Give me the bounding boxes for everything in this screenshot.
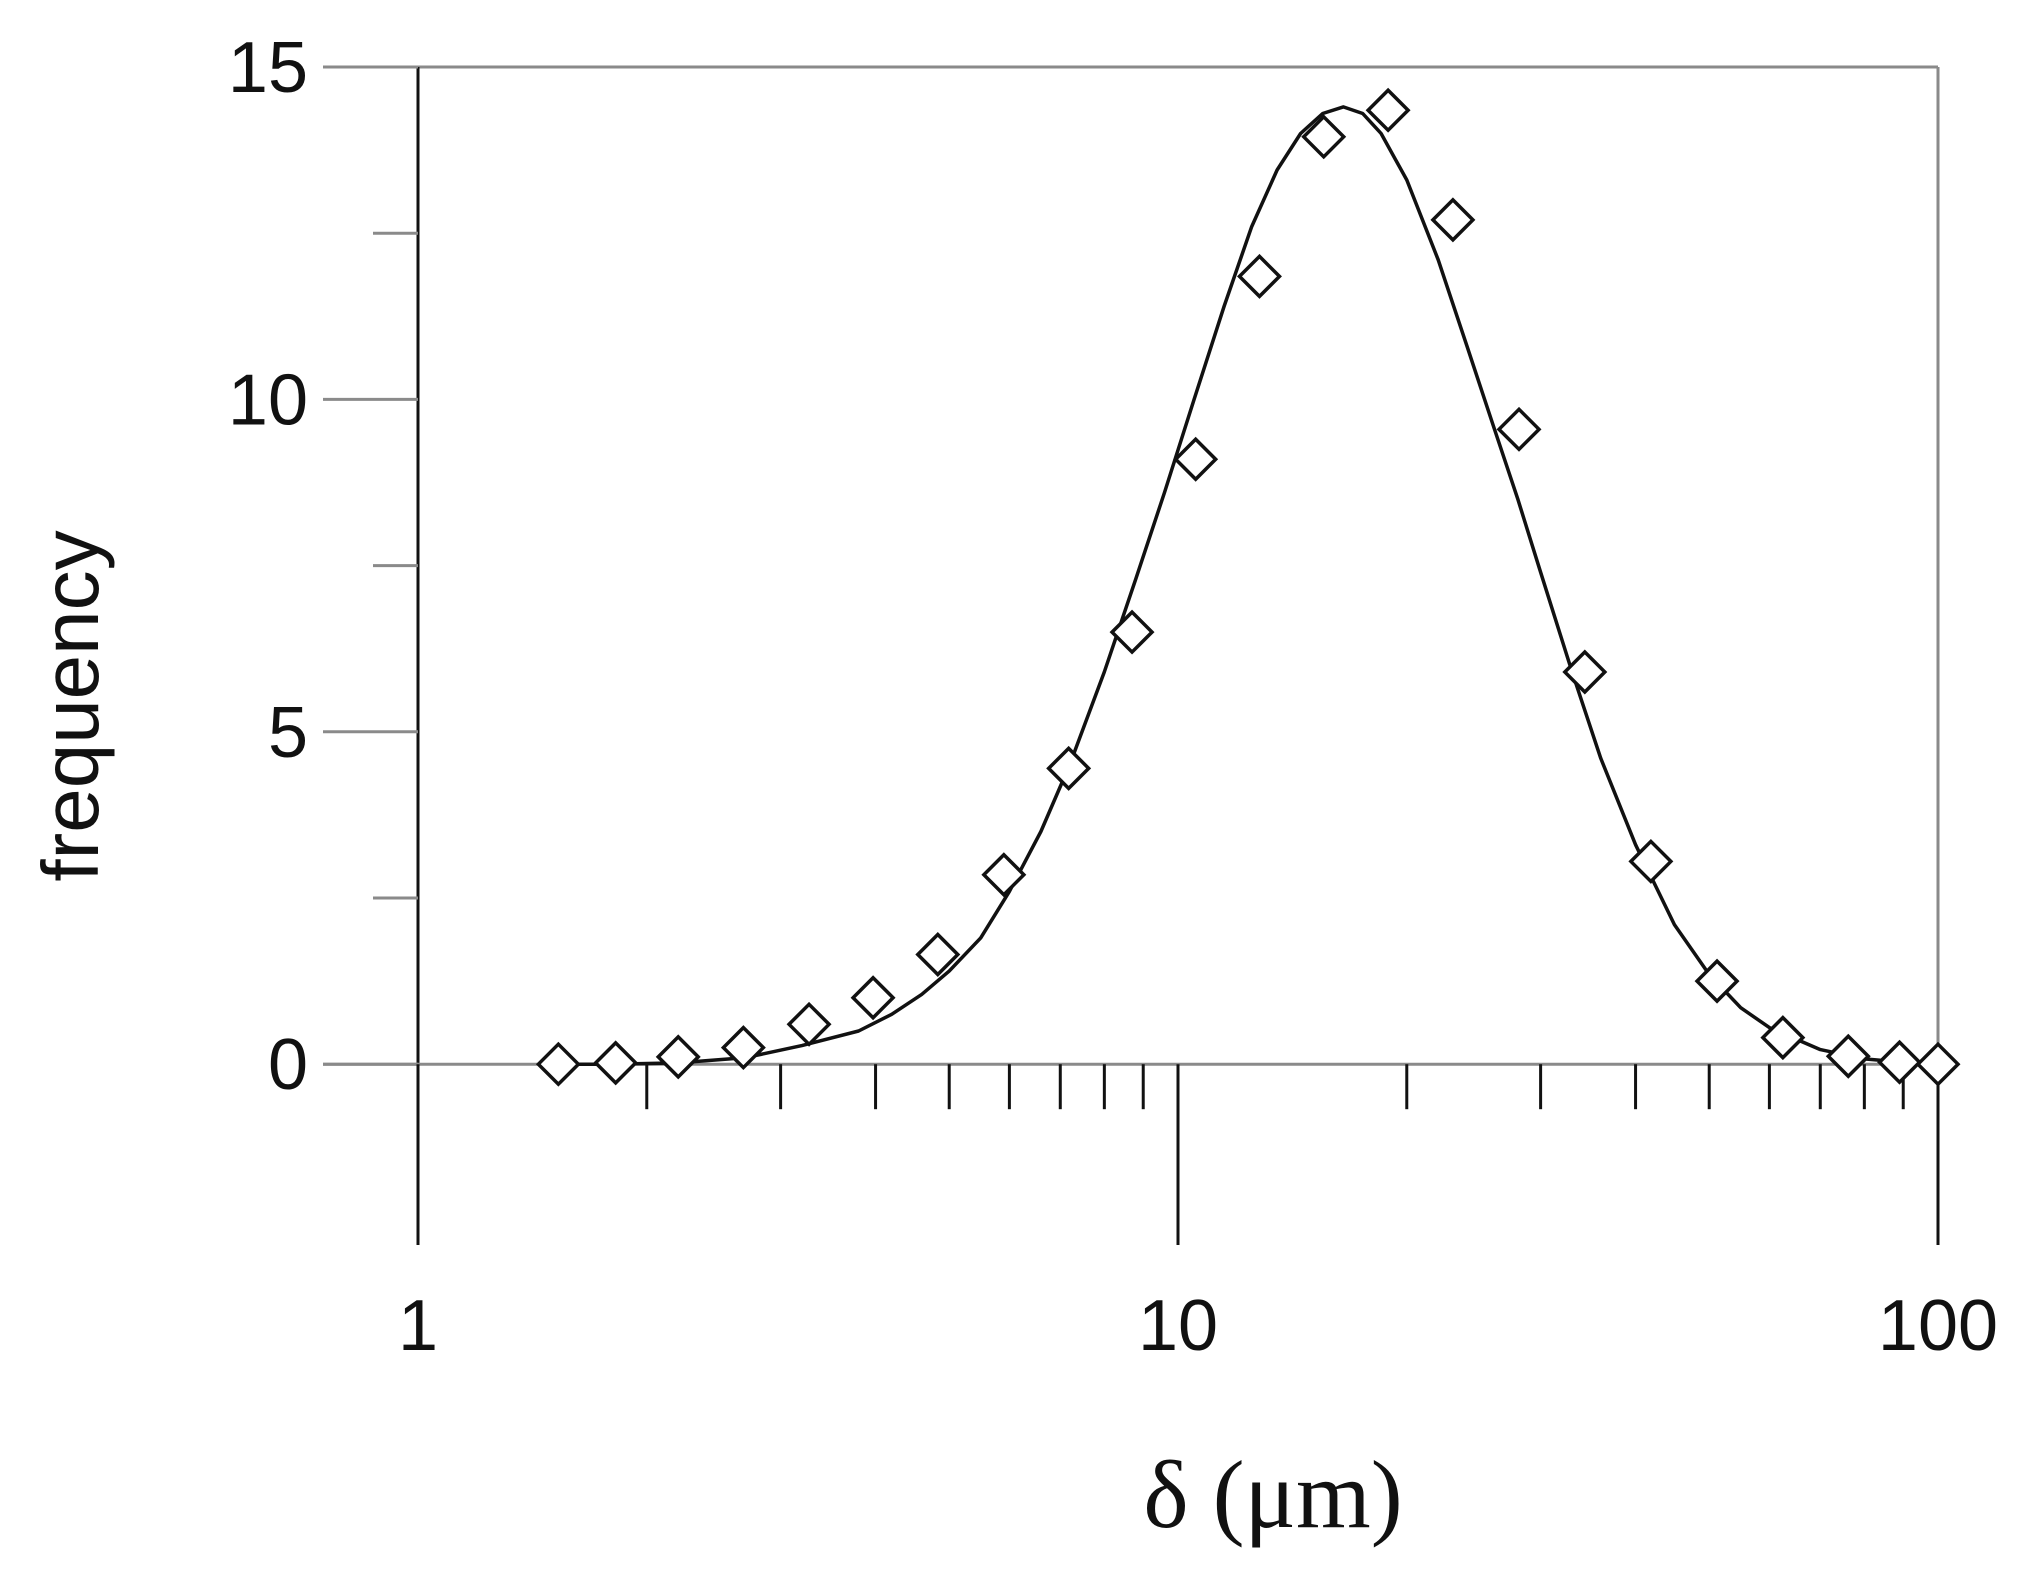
data-point-diamond	[655, 1034, 701, 1080]
y-tick-label: 0	[268, 1025, 308, 1105]
data-point-diamond	[1628, 838, 1674, 884]
data-point-diamond	[1173, 436, 1219, 482]
data-point-diamond	[1877, 1039, 1923, 1085]
data-point-diamond	[786, 1001, 832, 1047]
data-point-diamond	[1915, 1041, 1961, 1087]
data-point-diamond	[1365, 87, 1411, 133]
data-point-diamond	[1430, 197, 1476, 243]
data-point-diamond	[720, 1025, 766, 1071]
fit-curve-line	[551, 105, 1939, 1066]
data-point-diamond	[1301, 114, 1347, 160]
y-tick-label: 5	[268, 693, 308, 773]
data-point-diamond	[1825, 1033, 1871, 1079]
x-axis-label: δ (μm)	[1143, 1441, 1402, 1548]
data-point-diamond	[1562, 649, 1608, 695]
x-tick-label: 100	[1878, 1286, 1998, 1366]
data-point-diamond	[1237, 253, 1282, 299]
data-point-diamond	[850, 975, 896, 1021]
data-point-diamond	[981, 852, 1027, 898]
data-point-diamond	[1046, 745, 1092, 791]
y-tick-label: 15	[228, 28, 308, 108]
data-point-diamond	[915, 932, 961, 977]
x-tick-label: 10	[1138, 1286, 1218, 1366]
data-point-diamond	[1109, 609, 1155, 655]
data-point-diamond	[1760, 1015, 1806, 1061]
data-point-diamond	[535, 1041, 581, 1087]
data-point-diamond	[1694, 958, 1740, 1004]
plot-area	[535, 87, 1961, 1087]
y-axis-label: frequency	[26, 530, 115, 881]
x-tick-label: 1	[398, 1286, 438, 1366]
y-tick-label: 10	[228, 360, 308, 440]
data-point-diamond	[1496, 406, 1542, 452]
tick-labels: 0 5 10 15 1 10 100	[228, 28, 1998, 1366]
data-point-diamond	[593, 1040, 639, 1086]
